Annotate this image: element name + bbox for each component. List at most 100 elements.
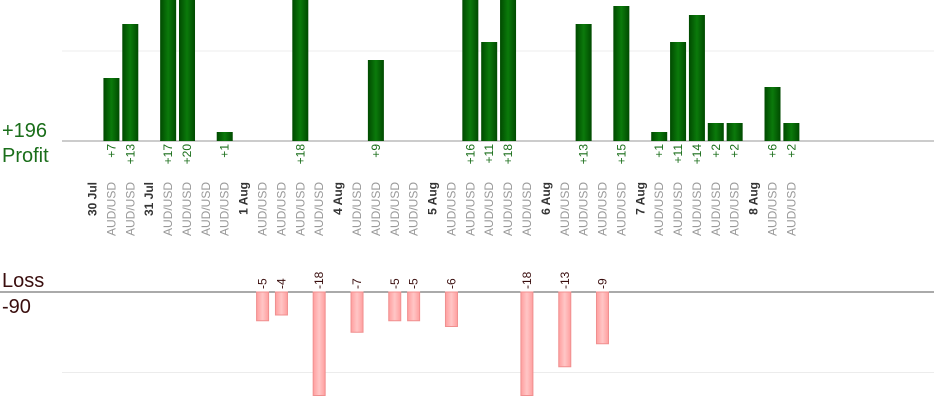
category-labels: 30 Jul AUD/USD AUD/USD 31 Jul AUD/USD AUD/USD…: [86, 182, 799, 236]
pair-label: AUD/USD: [350, 182, 364, 236]
pair-label: AUD/USD: [652, 182, 666, 236]
pair-label: AUD/USD: [312, 182, 326, 236]
profit-bar: [179, 0, 196, 141]
loss-bar: [558, 291, 572, 368]
value-label: +14: [690, 144, 704, 165]
bars: [103, 0, 800, 396]
pair-label: AUD/USD: [784, 182, 798, 236]
pair-label: AUD/USD: [709, 182, 723, 236]
profit-total: +196: [2, 120, 48, 142]
profit-bar: [575, 24, 592, 141]
value-label: +18: [293, 144, 307, 165]
loss-bar: [595, 291, 609, 345]
profit-bar: [122, 24, 139, 141]
loss-total: -90: [2, 296, 31, 318]
value-label: +13: [123, 144, 137, 165]
value-label: +18: [501, 144, 515, 165]
date-label: 1 Aug: [237, 182, 251, 215]
loss-bar: [312, 291, 326, 396]
value-label: -9: [595, 278, 609, 289]
value-label: +7: [104, 144, 118, 158]
profit-bar: [707, 123, 724, 141]
pair-label: AUD/USD: [463, 182, 477, 236]
value-label: -7: [350, 278, 364, 289]
value-label: -18: [312, 271, 326, 289]
pair-label: AUD/USD: [520, 182, 534, 236]
profit-bar: [651, 132, 668, 141]
value-label: +20: [180, 144, 194, 165]
pair-label: AUD/USD: [180, 182, 194, 236]
value-label: +11: [671, 144, 685, 164]
value-label: -5: [388, 278, 402, 289]
pair-label: AUD/USD: [123, 182, 137, 236]
pair-label: AUD/USD: [444, 182, 458, 236]
loss-bar: [388, 291, 402, 322]
value-label: +13: [577, 144, 591, 165]
profit-bar: [462, 0, 479, 141]
pair-label: AUD/USD: [577, 182, 591, 236]
pair-label: AUD/USD: [728, 182, 742, 236]
date-label: 30 Jul: [86, 182, 100, 216]
date-label: 5 Aug: [426, 182, 440, 215]
value-label: -18: [520, 271, 534, 289]
profit-bar: [481, 42, 498, 141]
profit-bar: [764, 87, 781, 141]
profit-bar: [216, 132, 233, 141]
pair-label: AUD/USD: [218, 182, 232, 236]
value-label: +15: [614, 144, 628, 165]
pair-label: AUD/USD: [256, 182, 270, 236]
value-label: +1: [652, 144, 666, 158]
date-label: 8 Aug: [747, 182, 761, 215]
pair-label: AUD/USD: [274, 182, 288, 236]
profit-bar: [500, 0, 517, 141]
value-label: +6: [766, 144, 780, 158]
date-label: 6 Aug: [539, 182, 553, 215]
value-labels: +7 +13 +17 +20 +1 -5 -4 +18 -18 -7 +9 -5 -5 -6 +16 +11 +…: [104, 144, 798, 289]
pair-label: AUD/USD: [558, 182, 572, 236]
value-label: +1: [218, 144, 232, 158]
profit-bar: [783, 123, 800, 141]
value-label: +2: [728, 144, 742, 158]
date-label: 4 Aug: [331, 182, 345, 215]
loss-bar: [407, 291, 421, 322]
pair-label: AUD/USD: [595, 182, 609, 236]
value-label: -5: [407, 278, 421, 289]
loss-bar: [256, 291, 270, 322]
pair-label: AUD/USD: [482, 182, 496, 236]
pair-label: AUD/USD: [614, 182, 628, 236]
gridlines: [62, 50, 934, 373]
loss-bar: [520, 291, 534, 396]
loss-bar: [274, 291, 288, 316]
profit-bar: [367, 60, 384, 141]
pair-label: AUD/USD: [388, 182, 402, 236]
pair-label: AUD/USD: [407, 182, 421, 236]
loss-label: Loss: [2, 270, 45, 292]
profit-bar: [726, 123, 743, 141]
pair-label: AUD/USD: [501, 182, 515, 236]
value-label: -6: [444, 278, 458, 289]
value-label: +11: [482, 144, 496, 164]
pair-label: AUD/USD: [690, 182, 704, 236]
loss-bar: [444, 291, 458, 327]
profit-label: Profit: [2, 145, 49, 167]
value-label: +2: [784, 144, 798, 158]
date-label: 31 Jul: [142, 182, 156, 216]
pair-label: AUD/USD: [766, 182, 780, 236]
value-label: -4: [274, 278, 288, 289]
value-label: -5: [256, 278, 270, 289]
pair-label: AUD/USD: [104, 182, 118, 236]
profit-bar: [688, 15, 705, 141]
date-label: 7 Aug: [633, 182, 647, 215]
pair-label: AUD/USD: [199, 182, 213, 236]
value-label: +2: [709, 144, 723, 158]
value-label: -13: [558, 271, 572, 289]
profit-bar: [292, 0, 309, 141]
pair-label: AUD/USD: [293, 182, 307, 236]
loss-bar: [350, 291, 364, 333]
value-label: +16: [463, 144, 477, 165]
pair-label: AUD/USD: [369, 182, 383, 236]
value-label: +17: [161, 144, 175, 165]
pair-label: AUD/USD: [671, 182, 685, 236]
profit-bar: [103, 78, 120, 141]
